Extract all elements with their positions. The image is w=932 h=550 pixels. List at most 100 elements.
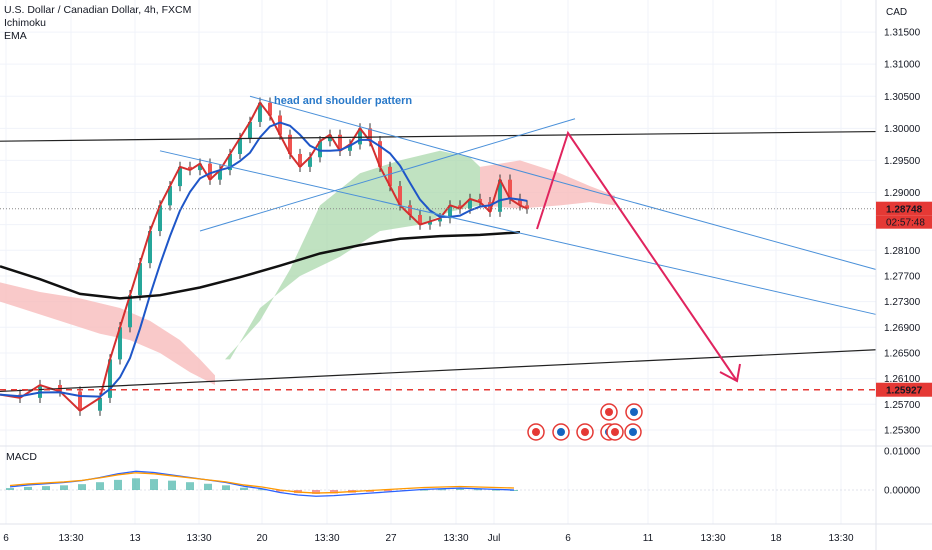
time-tick: Jul	[488, 533, 501, 544]
channel-upper	[249, 95, 877, 271]
candle-body	[138, 263, 142, 296]
macd-histogram-bar	[24, 486, 32, 490]
candle-body	[358, 128, 362, 145]
price-tick: 1.27300	[884, 297, 921, 308]
event-flag-inner	[630, 408, 638, 416]
pattern-annotation[interactable]: head and shoulder pattern	[274, 95, 412, 107]
macd-histogram-bar	[222, 485, 230, 490]
support-price-label: 1.25927	[886, 386, 923, 397]
candle-body	[228, 154, 232, 171]
price-tick: 1.25300	[884, 425, 921, 436]
candle-body	[478, 198, 482, 203]
candle-body	[428, 221, 432, 225]
candle-body	[238, 137, 242, 155]
candle-body	[518, 198, 522, 206]
time-tick: 6	[565, 533, 571, 544]
candle-body	[178, 166, 182, 187]
cloud-bearish-future	[480, 160, 615, 209]
price-tick: 1.26100	[884, 374, 921, 385]
candle-body	[268, 102, 272, 116]
support-price-tag	[876, 382, 932, 397]
macd-histogram-bar	[456, 488, 464, 490]
candle-body	[298, 154, 302, 167]
candle-body	[368, 128, 372, 142]
candle-body	[218, 170, 222, 180]
price-tick: 1.25700	[884, 400, 921, 411]
event-flag-inner	[611, 428, 619, 436]
macd-histogram-bar	[312, 490, 320, 494]
candle-body	[318, 141, 322, 158]
candle-body	[208, 163, 212, 180]
candle-body	[525, 205, 529, 209]
time-tick: 13:30	[828, 533, 853, 544]
macd-histogram-bar	[438, 489, 446, 491]
signal-line	[9, 472, 515, 494]
candle-body	[128, 295, 132, 328]
time-tick: 6	[3, 533, 9, 544]
time-tick: 13	[129, 533, 141, 544]
candle-body	[258, 102, 262, 122]
price-tick: 1.30500	[884, 92, 921, 103]
event-flag-inner	[557, 428, 565, 436]
macd-histogram-bar	[132, 478, 140, 490]
candle-body	[108, 359, 112, 398]
candle-body	[38, 385, 42, 398]
macd-histogram-bar	[384, 490, 392, 492]
candle-body	[78, 391, 82, 411]
time-tick: 27	[385, 533, 397, 544]
cloud-bearish	[0, 282, 215, 386]
current-price-tag	[876, 201, 932, 216]
macd-histogram-bar	[78, 484, 86, 490]
symbol-title[interactable]: U.S. Dollar / Canadian Dollar, 4h, FXCM	[4, 4, 192, 16]
candle-body	[288, 134, 292, 155]
candle-body	[308, 157, 312, 167]
channel-lower	[159, 150, 877, 315]
time-tick: 13:30	[58, 533, 83, 544]
macd-histogram-bar	[492, 489, 500, 491]
macd-histogram-bar	[276, 490, 284, 492]
macd-histogram-bar	[96, 482, 104, 490]
time-tick: 13:30	[186, 533, 211, 544]
candle-body	[98, 397, 102, 411]
macd-label[interactable]: MACD	[6, 451, 37, 463]
candle-body	[388, 166, 392, 187]
candlesticks	[18, 97, 529, 416]
macd-histogram-bar	[420, 489, 428, 491]
macd-histogram-bar	[474, 489, 482, 491]
price-tick: 1.31500	[884, 28, 921, 39]
candle-body	[148, 231, 152, 264]
chart-legend: U.S. Dollar / Canadian Dollar, 4h, FXCM …	[4, 4, 191, 43]
event-flag-inner	[532, 428, 540, 436]
time-tick: 18	[770, 533, 782, 544]
price-tick: 1.26500	[884, 348, 921, 359]
candle-body	[278, 115, 282, 135]
macd-histogram-bar	[168, 480, 176, 490]
price-tick: 1.31000	[884, 60, 921, 71]
macd-pane: 0.01000 0.00000	[0, 445, 932, 497]
currency-label: CAD	[886, 7, 907, 18]
macd-histogram-bar	[114, 479, 122, 490]
indicator-ichimoku[interactable]: Ichimoku	[4, 17, 47, 29]
candle-body	[468, 198, 472, 209]
time-axis[interactable]: 6 13:30 13 13:30 20 13:30 27 13:30 Jul 6 11 13:30 18…	[0, 523, 932, 544]
price-axis[interactable]: CAD 1.31500 1.31000 1.30500 1.30000 1.29500 1.…	[875, 0, 932, 550]
indicator-lines	[0, 100, 528, 412]
candle-body	[418, 214, 422, 225]
drawings[interactable]	[0, 95, 877, 393]
candle-body	[488, 202, 492, 212]
macd-histogram-bar	[258, 489, 266, 491]
event-flag-inner	[629, 428, 637, 436]
macd-histogram-bar	[510, 490, 518, 491]
candle-body	[508, 179, 512, 199]
candle-body	[448, 205, 452, 219]
indicator-ema[interactable]: EMA	[4, 30, 27, 42]
grid	[0, 0, 876, 524]
support-trendline	[0, 349, 877, 393]
macd-histogram-bar	[150, 479, 158, 490]
economic-events[interactable]	[527, 403, 643, 441]
projection-path	[536, 130, 738, 382]
macd-histogram-bar	[42, 486, 50, 490]
macd-histogram-bar	[204, 483, 212, 490]
macd-tick: 0.00000	[884, 486, 921, 497]
